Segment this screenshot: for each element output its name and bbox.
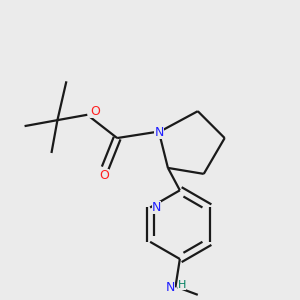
Text: O: O [99, 169, 109, 182]
Text: H: H [178, 280, 186, 290]
Text: N: N [152, 201, 161, 214]
Text: O: O [90, 105, 100, 118]
Text: N: N [154, 126, 164, 139]
Text: N: N [165, 281, 175, 294]
